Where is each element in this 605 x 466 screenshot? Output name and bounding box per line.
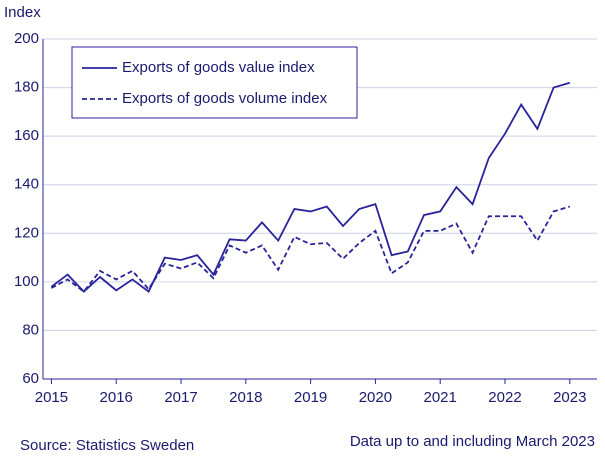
- series-line: [50, 81, 571, 293]
- note: Data up to and including March 2023: [350, 433, 595, 450]
- y-tick-label: 140: [14, 176, 39, 193]
- x-tick-label: 2017: [164, 389, 197, 406]
- legend-label: Exports of goods value index: [122, 59, 315, 76]
- x-tick-label: 2021: [424, 389, 457, 406]
- y-tick-label: 60: [22, 370, 39, 387]
- x-tick-label: 2020: [359, 389, 392, 406]
- x-tick-label: 2022: [488, 389, 521, 406]
- y-tick-label: 100: [14, 273, 39, 290]
- y-tick-label: 200: [14, 30, 39, 47]
- x-tick-label: 2019: [294, 389, 327, 406]
- y-tick-label: 180: [14, 79, 39, 96]
- x-tick-label: 2023: [553, 389, 586, 406]
- x-tick-label: 2018: [229, 389, 262, 406]
- legend-label: Exports of goods volume index: [122, 90, 328, 107]
- series-line: [51, 205, 571, 293]
- legend-box: [71, 46, 358, 119]
- y-tick-label: 80: [22, 321, 39, 338]
- y-tick-label: 120: [14, 224, 39, 241]
- y-axis-label: Index: [4, 4, 41, 21]
- y-tick-label: 160: [14, 127, 39, 144]
- x-tick-label: 2016: [100, 389, 133, 406]
- x-tick-label: 2015: [35, 389, 68, 406]
- source: Source: Statistics Sweden: [20, 437, 194, 454]
